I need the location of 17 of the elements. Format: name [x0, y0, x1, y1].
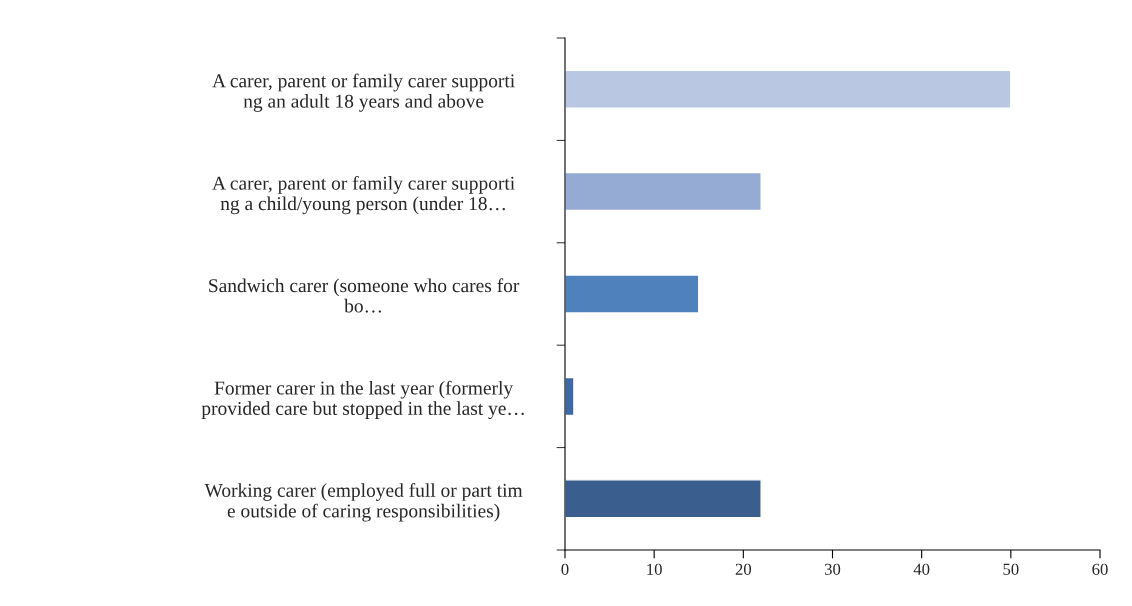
bar	[565, 69, 1012, 109]
x-tick-label: 10	[647, 563, 662, 575]
y-tick-label: A carer, parent or family carer supporti ng a child/young person (under 18…	[212, 175, 515, 215]
x-tick-label: 30	[824, 563, 841, 575]
y-tick-label: Sandwich carer (someone who cares for bo…	[209, 278, 520, 313]
bar	[565, 479, 762, 519]
x-tick-label: 40	[913, 563, 930, 575]
x-tick-label: 20	[735, 563, 752, 575]
bar	[565, 376, 575, 417]
x-tick-label: 50	[1003, 563, 1019, 575]
y-tick-label: A carer, parent or family carer supporti ng an adult 18 years and above	[212, 73, 515, 112]
x-tick-label: 0	[561, 563, 569, 575]
x-tick-label: 60	[1092, 563, 1108, 575]
y-tick-label: Former carer in the last year (formerly provided care but stopped in the last ye…	[201, 380, 524, 419]
bar	[565, 171, 762, 212]
bar	[565, 274, 700, 314]
y-tick-label: Working carer (employed full or part tim e outside of caring responsibilities)	[204, 483, 523, 522]
